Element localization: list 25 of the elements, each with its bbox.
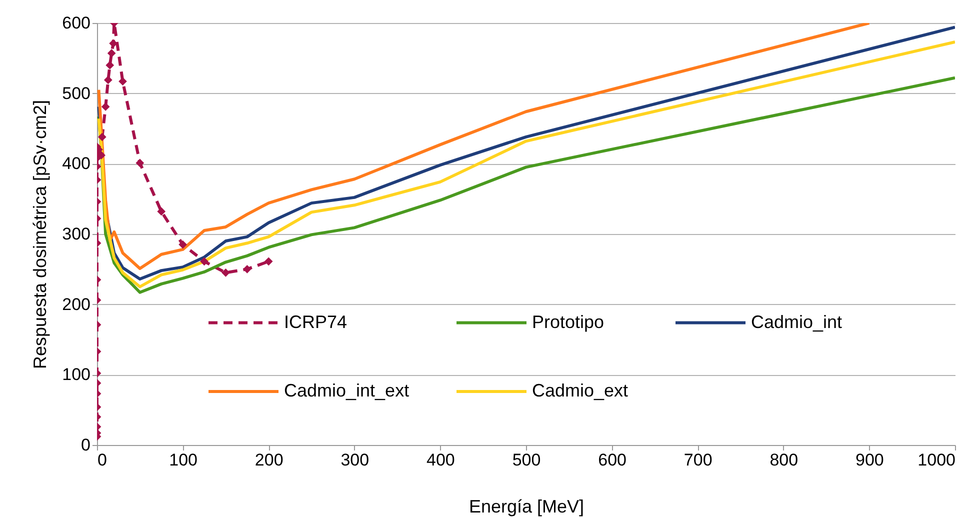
- x-tick-label: 200: [254, 450, 284, 470]
- x-tick-label: 900: [856, 450, 884, 470]
- y-tick-label: 400: [62, 154, 90, 174]
- x-tick-label: 0: [98, 450, 107, 470]
- x-tick-label: 700: [684, 450, 712, 470]
- x-tick-label: 500: [512, 450, 541, 470]
- x-tick-label: 300: [340, 450, 370, 470]
- legend-label: Cadmio_ext: [532, 380, 628, 400]
- x-tick-label: 600: [598, 450, 626, 470]
- legend-label: Cadmio_int: [751, 312, 842, 332]
- x-tick-label: 100: [169, 450, 198, 470]
- x-tick-label: 1000: [918, 450, 956, 470]
- x-tick-label: 800: [770, 450, 798, 470]
- y-tick-label: 300: [62, 224, 90, 244]
- x-axis-title: Energía [MeV]: [468, 496, 584, 516]
- legend-label: Cadmio_int_ext: [284, 380, 410, 400]
- y-tick-label: 100: [62, 365, 90, 384]
- legend-label: Prototipo: [532, 312, 604, 332]
- y-tick-label: 0: [81, 436, 90, 454]
- legend-label: ICRP74: [284, 312, 348, 332]
- y-axis-title: Respuesta dosimétrica [pSv·cm2]: [30, 100, 50, 370]
- y-tick-label: 500: [62, 84, 90, 103]
- y-tick-label: 200: [62, 294, 90, 314]
- x-tick-label: 400: [426, 450, 455, 470]
- y-tick-label: 600: [62, 14, 90, 32]
